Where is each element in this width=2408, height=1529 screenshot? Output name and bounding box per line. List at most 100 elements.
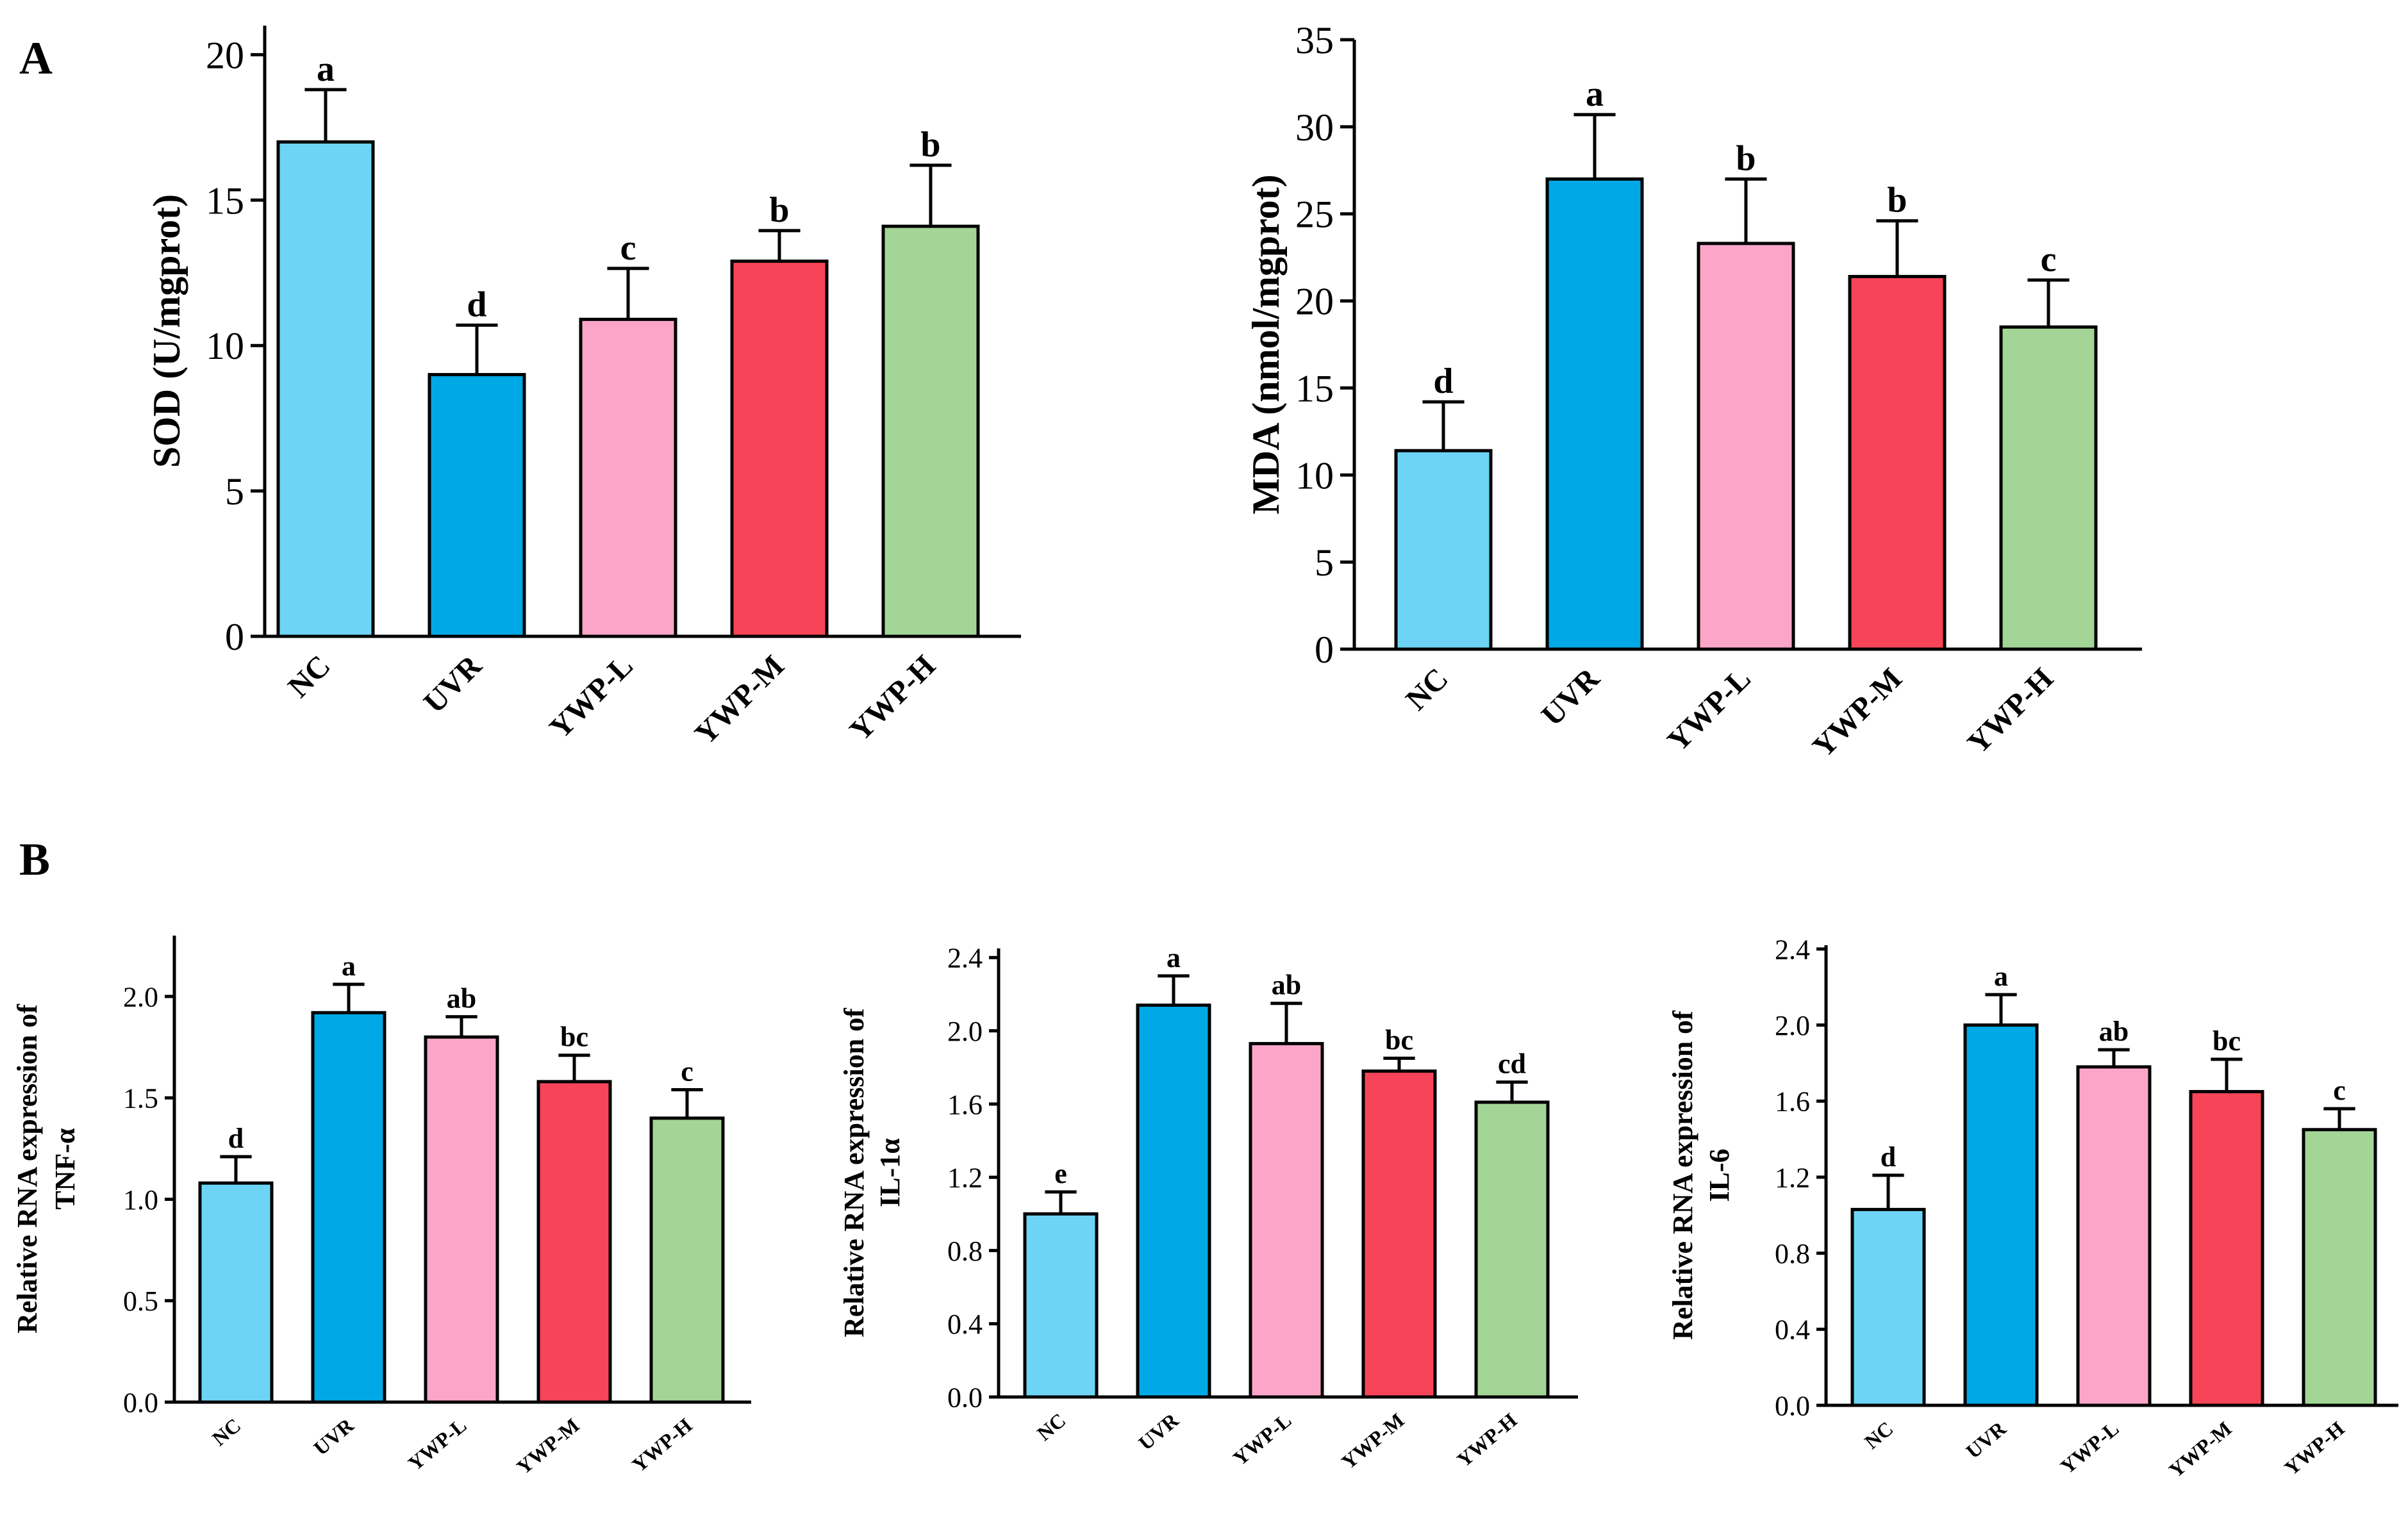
category-label: YWP-H: [1961, 661, 2059, 760]
bar: [424, 1035, 499, 1404]
significance-label: a: [317, 49, 335, 89]
bar: [579, 317, 677, 638]
y-tick-label: 5: [1315, 541, 1334, 584]
y-axis-title-line2: IL-6: [1704, 1148, 1735, 1202]
category-label: NC: [1399, 661, 1454, 716]
bar: [1023, 1212, 1099, 1399]
significance-label: ab: [2099, 1016, 2129, 1047]
category-label: NC: [1033, 1409, 1070, 1445]
y-tick-label: 0.5: [123, 1285, 158, 1317]
chart-tnf-alpha: 0.0 0.5 1.0 1.5 2.0 d NC a UVR ab YWP-L bc YWP-M c YWP…: [12, 936, 751, 1479]
bar: [2076, 1065, 2152, 1407]
significance-label: d: [1881, 1141, 1896, 1173]
y-tick-label: 30: [1295, 106, 1334, 149]
y-tick-label: 0: [1315, 629, 1334, 671]
significance-label: a: [1167, 942, 1181, 973]
y-tick-label: 0.4: [947, 1309, 983, 1340]
y-tick-label: 0.0: [123, 1387, 158, 1418]
y-tick-label: 2.4: [1775, 934, 1810, 965]
significance-label: ab: [1272, 970, 1301, 1001]
y-axis-title-line1: Relative RNA expression of: [1667, 1010, 1698, 1340]
y-axis-title: SOD (U/mgprot): [145, 194, 188, 468]
significance-label: c: [2041, 240, 2057, 279]
category-label: YWP-H: [843, 649, 942, 747]
y-tick-label: 15: [206, 179, 244, 222]
category-label: YWP-M: [512, 1414, 584, 1479]
y-tick-label: 25: [1295, 194, 1334, 236]
y-tick-label: 0.0: [947, 1382, 983, 1413]
bar: [1394, 449, 1493, 651]
y-tick-label: 1.0: [123, 1184, 158, 1216]
significance-label: ab: [447, 983, 476, 1014]
panel-label-a: A: [19, 33, 53, 84]
category-label: UVR: [1134, 1408, 1183, 1455]
bar: [1963, 1023, 2039, 1407]
y-tick-label: 35: [1295, 19, 1334, 62]
bar: [276, 140, 375, 638]
category-label: YWP-M: [2164, 1417, 2236, 1482]
category-label: YWP-H: [1452, 1409, 1522, 1471]
chart-il-6: 0.0 0.4 0.8 1.2 1.6 2.0 2.4 d NC a UVR ab YWP-L bc YWP…: [1667, 934, 2398, 1482]
y-tick-label: 0: [225, 616, 244, 658]
bar: [1999, 325, 2098, 651]
category-label: UVR: [1961, 1416, 2011, 1463]
significance-label: e: [1054, 1158, 1067, 1189]
y-tick-label: 10: [206, 325, 244, 367]
bar: [1361, 1069, 1437, 1399]
y-axis-title-line1: Relative RNA expression of: [12, 1004, 43, 1334]
category-label: YWP-L: [1661, 661, 1757, 758]
significance-label: c: [620, 228, 636, 268]
category-label: YWP-H: [627, 1414, 697, 1476]
bar: [428, 373, 526, 638]
category-label: YWP-M: [688, 649, 791, 751]
bar: [1848, 275, 1947, 651]
significance-label: b: [920, 125, 940, 165]
significance-label: bc: [1385, 1024, 1413, 1055]
chart-mda: 0 5 10 15 20 25 30 35 d NC a UVR b YWP-L b YWP-M c YWP-H M…: [1245, 19, 2142, 764]
bar: [1850, 1207, 1926, 1407]
y-tick-label: 1.6: [947, 1089, 983, 1120]
bar: [649, 1116, 725, 1404]
significance-label: b: [769, 190, 789, 230]
bar: [1249, 1042, 1324, 1399]
bar: [536, 1080, 612, 1404]
y-tick-label: 2.4: [947, 943, 983, 974]
y-tick-label: 10: [1295, 454, 1334, 497]
significance-label: a: [342, 950, 356, 982]
y-tick-label: 2.0: [1775, 1010, 1810, 1041]
bar: [881, 224, 980, 638]
chart-sod: 0 5 10 15 20 a NC d UVR c YWP-L b YWP-M b YWP-H SOD (U/…: [145, 26, 1021, 751]
significance-label: bc: [560, 1021, 588, 1053]
significance-label: d: [1433, 361, 1453, 401]
bar: [2189, 1089, 2264, 1407]
significance-label: c: [2333, 1075, 2346, 1106]
y-axis-title-line2: TNF-α: [49, 1128, 81, 1210]
category-label: YWP-L: [404, 1414, 471, 1475]
category-label: YWP-H: [2280, 1417, 2349, 1480]
category-label: YWP-L: [1229, 1409, 1296, 1470]
significance-label: a: [1994, 961, 2008, 992]
significance-label: d: [467, 285, 486, 324]
y-tick-label: 0.8: [1775, 1238, 1810, 1269]
panel-label-b: B: [19, 834, 50, 885]
y-axis-title: MDA (nmol/mgprot): [1245, 174, 1287, 515]
y-axis-title-line1: Relative RNA expression of: [838, 1007, 870, 1337]
y-tick-label: 5: [225, 470, 244, 513]
y-tick-label: 0.8: [947, 1236, 983, 1267]
y-tick-label: 1.2: [947, 1162, 983, 1194]
significance-label: b: [1887, 181, 1907, 220]
significance-label: d: [228, 1123, 244, 1154]
chart-il-1-alpha: 0.0 0.4 0.8 1.2 1.6 2.0 2.4 e NC a UVR ab YWP-L bc YWP…: [838, 942, 1578, 1474]
y-tick-label: 0.0: [1775, 1390, 1810, 1421]
significance-label: bc: [2213, 1025, 2241, 1057]
bar: [1136, 1004, 1211, 1399]
y-tick-label: 1.2: [1775, 1162, 1810, 1193]
y-tick-label: 20: [1295, 281, 1334, 323]
significance-label: b: [1736, 138, 1756, 178]
bar: [730, 260, 829, 638]
category-label: YWP-M: [1806, 661, 1909, 764]
bar: [1474, 1100, 1550, 1399]
y-axis-title-line2: IL-1α: [874, 1138, 906, 1207]
bar: [2302, 1128, 2377, 1407]
